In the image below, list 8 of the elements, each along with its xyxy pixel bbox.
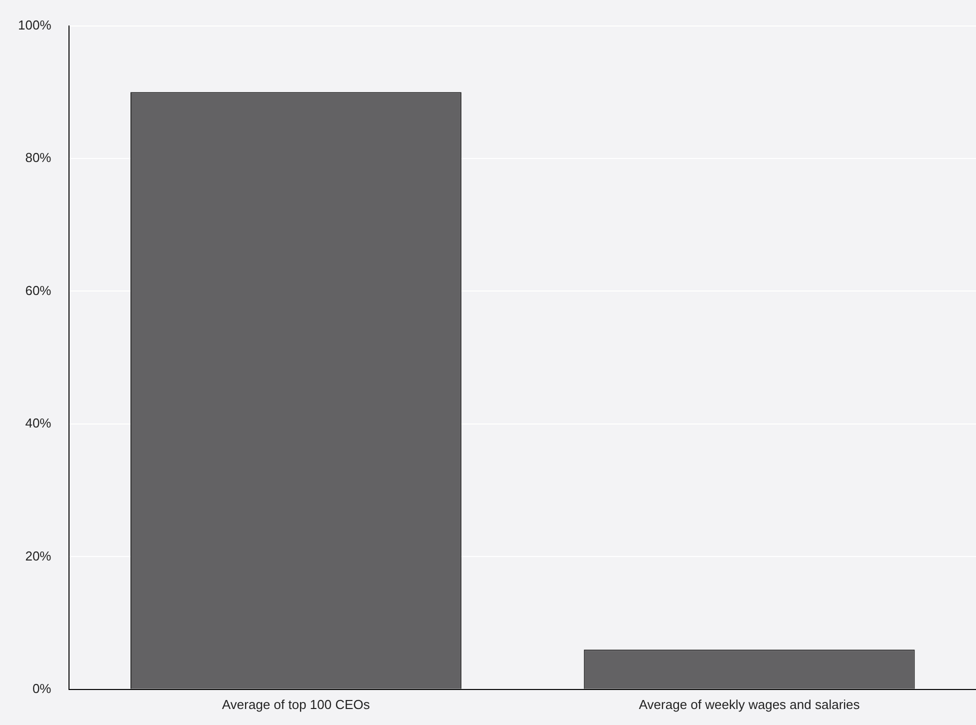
y-tick-label: 20%: [25, 548, 52, 564]
y-tick-label: 100%: [18, 17, 52, 32]
y-tick-label: 40%: [25, 416, 52, 431]
y-tick-label: 0%: [32, 680, 52, 696]
x-tick-label: Average of weekly wages and salaries: [638, 696, 860, 712]
x-tick-label: Average of top 100 CEOs: [222, 696, 370, 712]
y-tick-label: 80%: [25, 150, 52, 166]
y-tick-label: 60%: [25, 282, 52, 298]
